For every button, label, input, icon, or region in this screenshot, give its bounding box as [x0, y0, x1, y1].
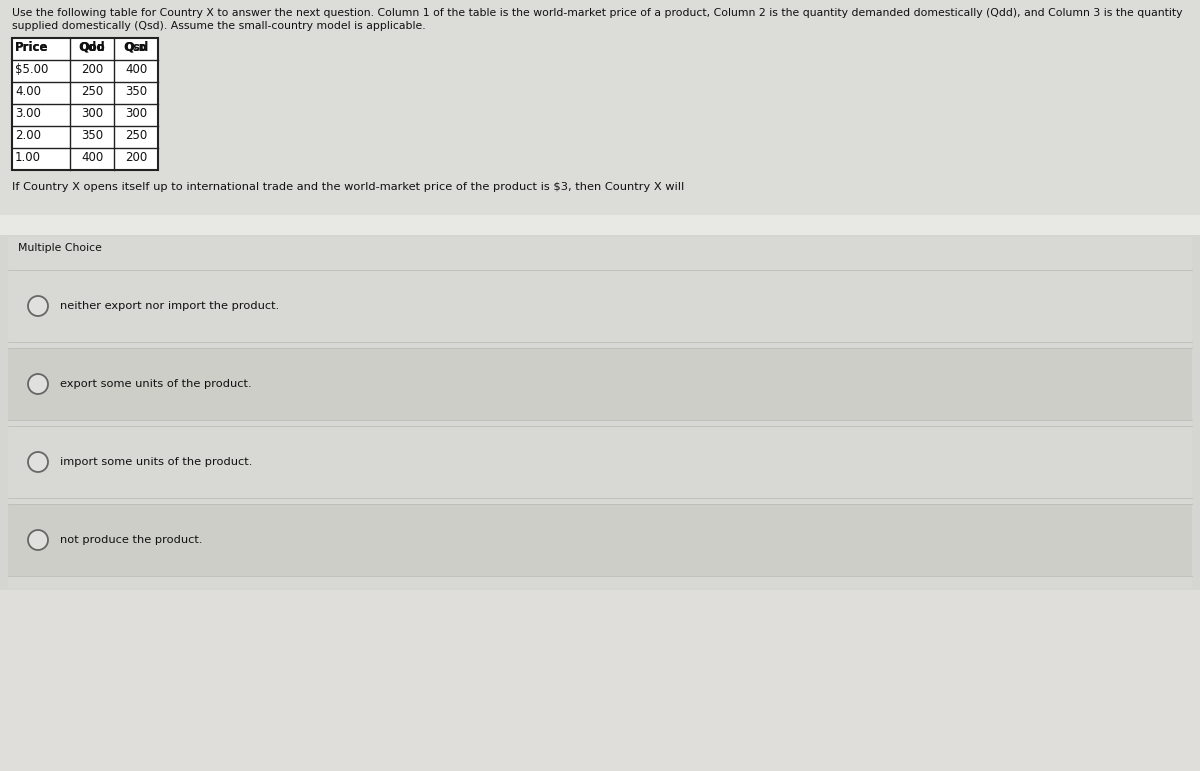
- Text: Qᴅᴅ: Qᴅᴅ: [79, 41, 106, 54]
- Text: Price: Price: [14, 41, 48, 54]
- Text: 400: 400: [80, 151, 103, 164]
- Text: 4.00: 4.00: [14, 85, 41, 98]
- Text: 250: 250: [80, 85, 103, 98]
- Text: 300: 300: [125, 107, 148, 120]
- Text: 2.00: 2.00: [14, 129, 41, 142]
- Circle shape: [28, 296, 48, 316]
- Text: import some units of the product.: import some units of the product.: [60, 457, 252, 467]
- Text: 350: 350: [125, 85, 148, 98]
- Bar: [8, 348, 1192, 420]
- Text: 200: 200: [125, 151, 148, 164]
- Circle shape: [28, 530, 48, 550]
- Circle shape: [28, 374, 48, 394]
- Bar: [0, 215, 1200, 235]
- Bar: [8, 504, 1192, 576]
- Bar: [0, 0, 1200, 215]
- Text: Qdd: Qdd: [79, 41, 106, 54]
- Text: not produce the product.: not produce the product.: [60, 535, 203, 545]
- Text: Use the following table for Country X to answer the next question. Column 1 of t: Use the following table for Country X to…: [12, 8, 1182, 18]
- Text: 350: 350: [80, 129, 103, 142]
- Text: Qsd: Qsd: [124, 41, 149, 54]
- Circle shape: [28, 452, 48, 472]
- Text: 3.00: 3.00: [14, 107, 41, 120]
- Bar: [8, 426, 1192, 498]
- Bar: [8, 237, 1192, 588]
- Text: $5.00: $5.00: [14, 63, 48, 76]
- Bar: [8, 270, 1192, 342]
- Text: export some units of the product.: export some units of the product.: [60, 379, 252, 389]
- Text: 200: 200: [80, 63, 103, 76]
- Text: neither export nor import the product.: neither export nor import the product.: [60, 301, 280, 311]
- Bar: [0, 590, 1200, 771]
- Text: supplied domestically (Qsd). Assume the small-country model is applicable.: supplied domestically (Qsd). Assume the …: [12, 21, 426, 31]
- Text: 300: 300: [80, 107, 103, 120]
- Text: Qₛᴅ: Qₛᴅ: [125, 41, 148, 54]
- Bar: [0, 235, 1200, 590]
- Text: Price: Price: [14, 41, 48, 54]
- Text: If Country X opens itself up to international trade and the world-market price o: If Country X opens itself up to internat…: [12, 182, 684, 192]
- Text: Multiple Choice: Multiple Choice: [18, 243, 102, 253]
- Bar: [12, 38, 158, 170]
- Text: 250: 250: [125, 129, 148, 142]
- Text: 1.00: 1.00: [14, 151, 41, 164]
- Text: 400: 400: [125, 63, 148, 76]
